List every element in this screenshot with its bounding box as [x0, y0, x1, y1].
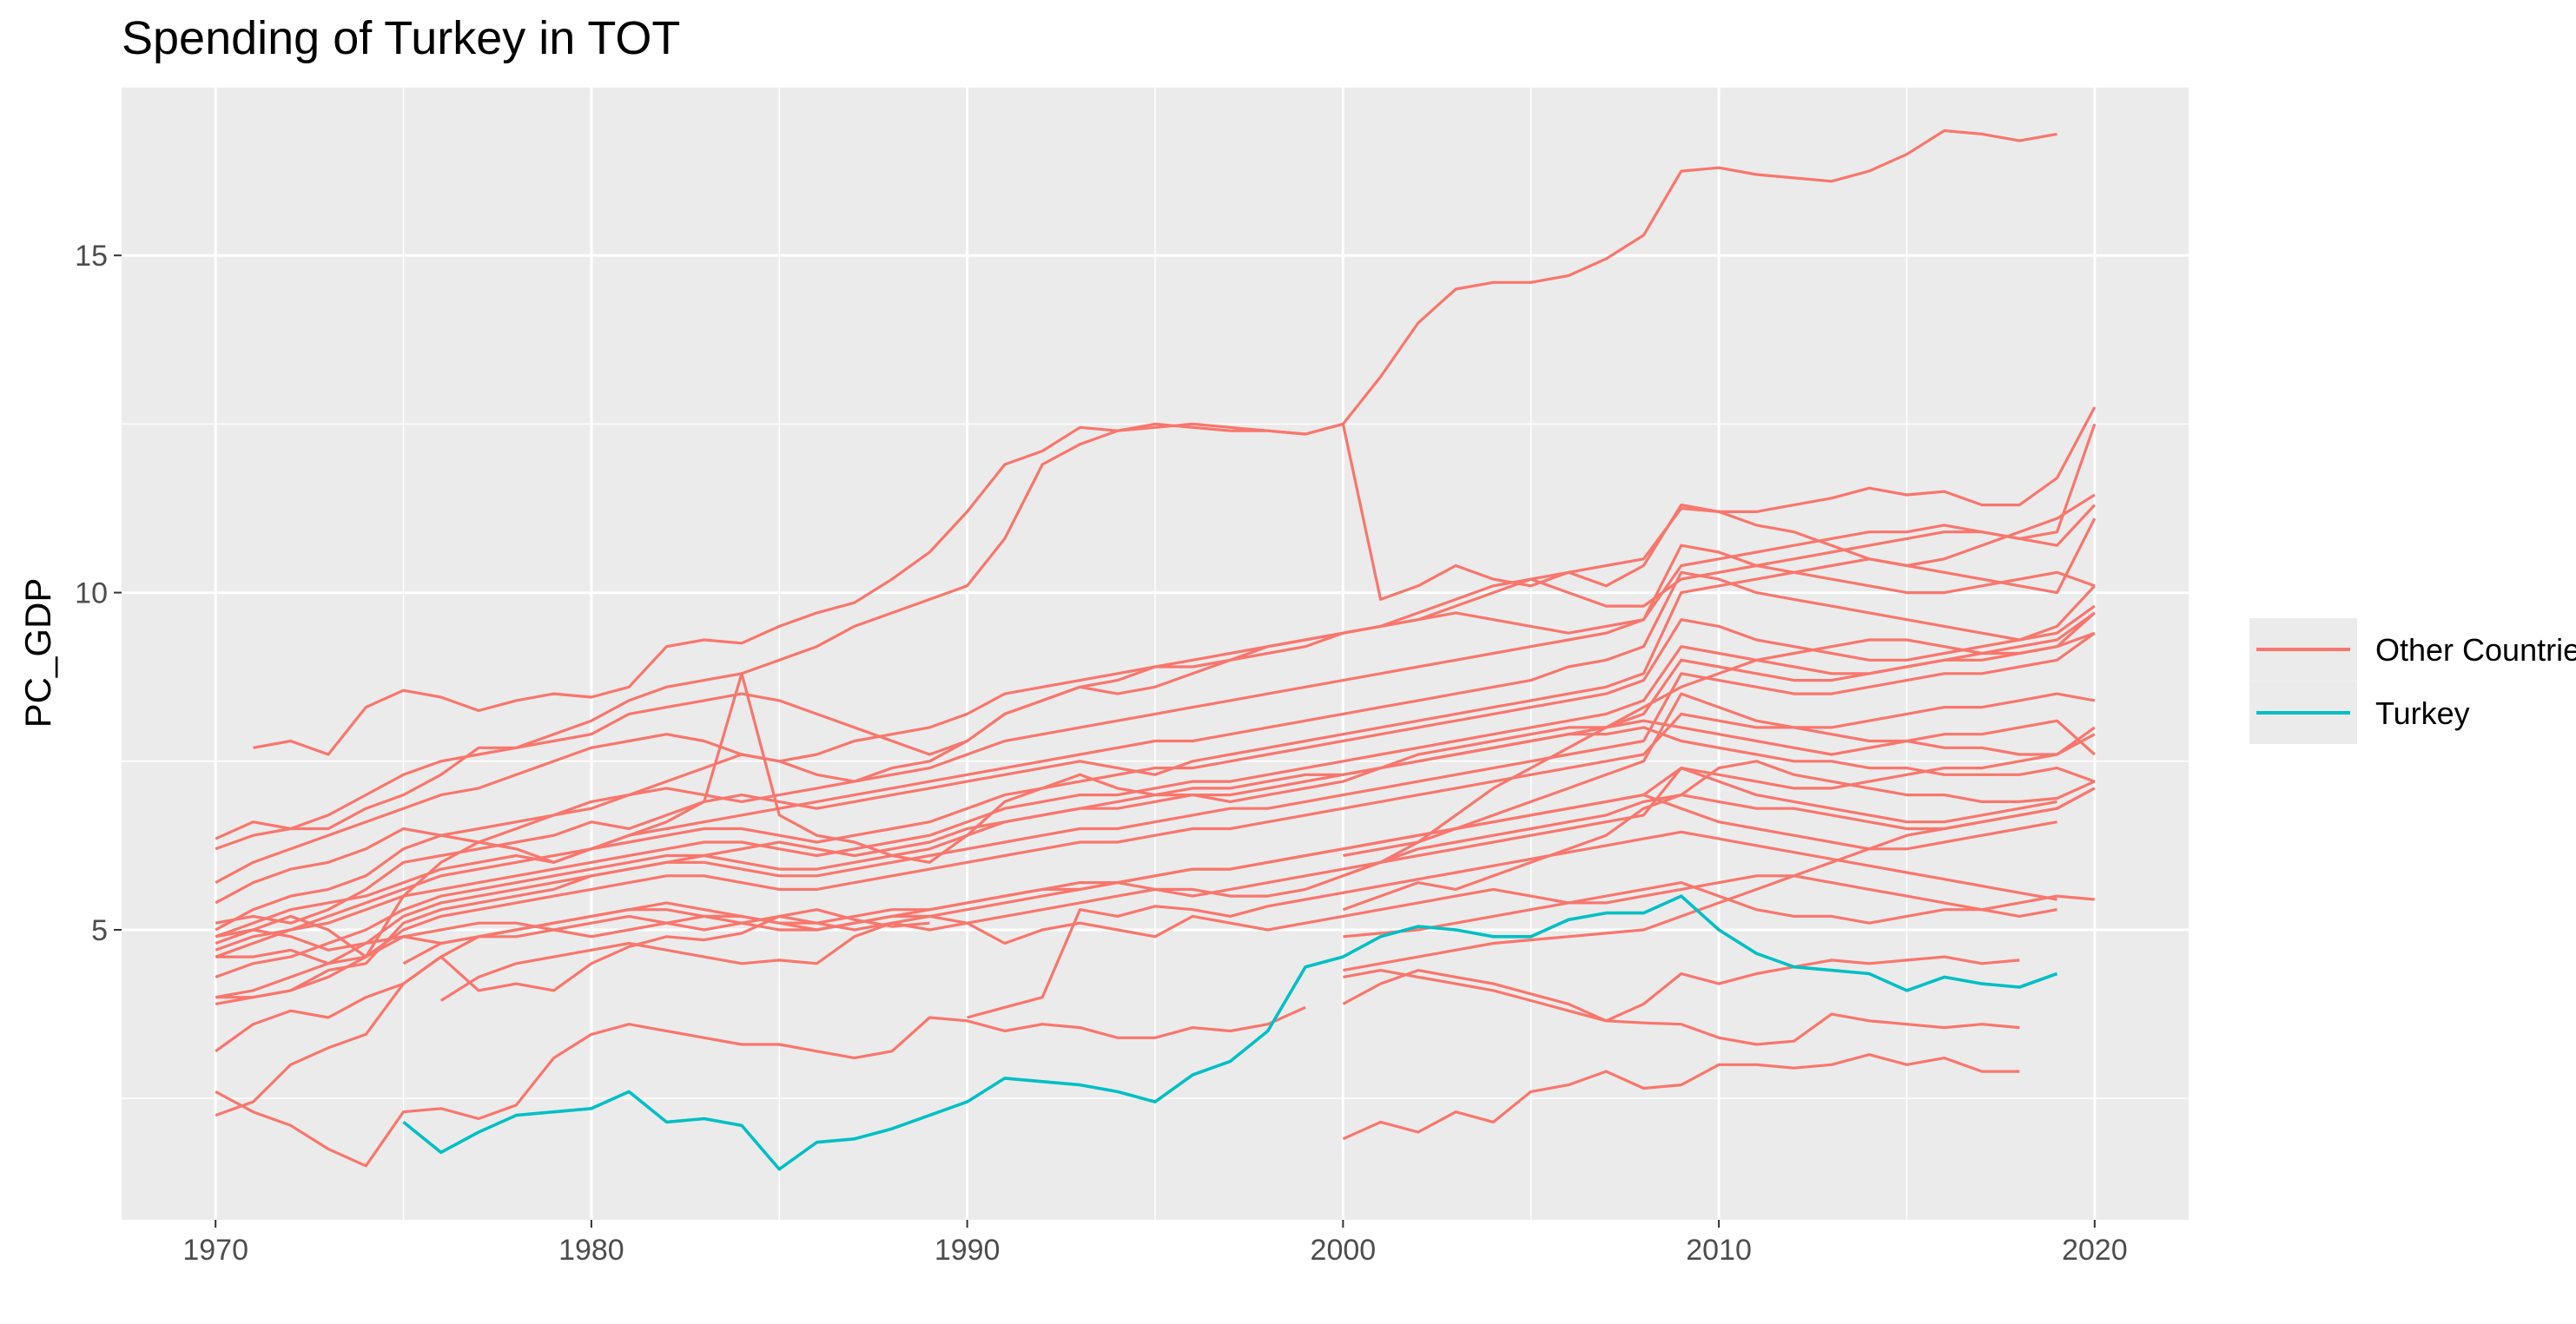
y-axis-label: PC_GDP: [17, 578, 58, 728]
other-country-line: [1342, 955, 2020, 1023]
other-country-line: [215, 611, 2096, 958]
minor-gridlines: [122, 86, 2189, 1220]
other-country-line: [215, 692, 2096, 1005]
other-country-line: [439, 874, 2057, 1002]
other-country-line: [253, 406, 2097, 756]
other-countries-lines: [215, 128, 2097, 1168]
other-country-line: [1343, 787, 2096, 972]
other-country-line: [215, 908, 930, 1117]
chart-title: Spending of Turkey in TOT: [122, 12, 680, 64]
x-axis: 1970 1980 1990 2000 2010 2020: [182, 1220, 2128, 1267]
other-country-line: [215, 543, 2096, 932]
other-country-line: [1342, 1053, 2020, 1141]
other-country-line: [215, 493, 2096, 885]
other-country-line: [402, 794, 2057, 965]
y-axis: 5 10 15: [75, 240, 122, 947]
y-tick-label: 10: [75, 577, 108, 610]
other-country-line: [215, 570, 2096, 939]
x-tick-label: 2010: [1686, 1234, 1752, 1267]
turkey-line: [402, 894, 2058, 1171]
x-tick-label: 2000: [1311, 1234, 1377, 1267]
other-country-line: [215, 631, 2096, 999]
other-country-line: [967, 830, 2057, 1019]
other-country-line: [1342, 611, 2096, 878]
y-tick-label: 15: [75, 240, 108, 273]
x-tick-label: 2020: [2062, 1234, 2128, 1267]
other-country-line: [215, 584, 2096, 952]
turkey-lines: [402, 894, 2058, 1171]
other-country-line: [215, 517, 2097, 925]
legend-label-other-countries: Other Countries: [2375, 632, 2576, 668]
other-country-line: [1343, 969, 2020, 1046]
other-country-line: [215, 631, 2096, 978]
other-country-line: [215, 504, 2096, 905]
other-country-line: [215, 726, 2096, 999]
other-country-line: [1342, 760, 2096, 912]
legend: Other Countries Turkey: [2249, 618, 2576, 744]
other-country-line: [1343, 881, 2095, 939]
other-country-line: [1343, 692, 2096, 858]
other-country-line: [215, 767, 2057, 952]
x-tick-label: 1980: [558, 1234, 624, 1267]
x-tick-label: 1970: [182, 1234, 248, 1267]
legend-label-turkey: Turkey: [2375, 695, 2470, 731]
other-country-line: [215, 787, 2096, 965]
x-tick-label: 1990: [935, 1234, 1001, 1267]
other-country-line: [215, 1005, 1306, 1168]
y-tick-label: 5: [91, 914, 108, 947]
